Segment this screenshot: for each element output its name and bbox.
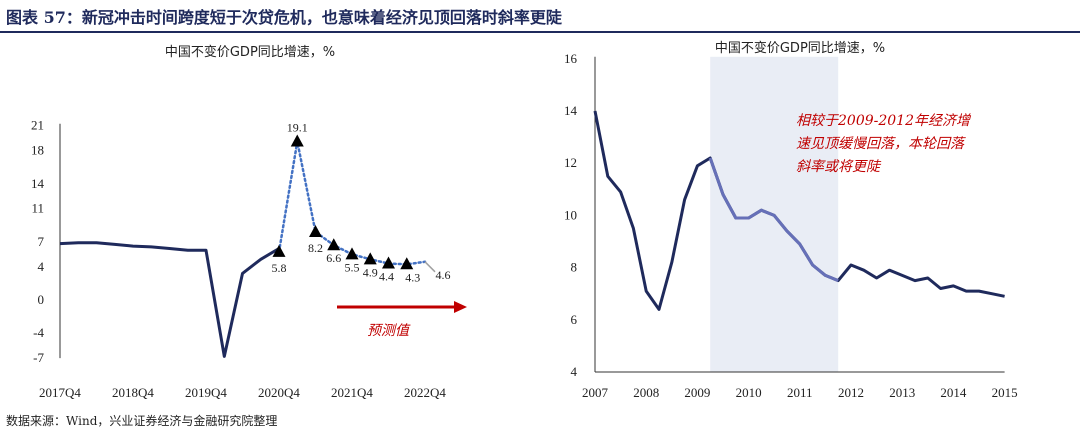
left-y-tick-label: 4 (38, 259, 45, 274)
right-annotation-line: 速见顶缓慢回落，本轮回落 (796, 136, 966, 152)
left-y-tick-label: 0 (38, 292, 45, 307)
left-forecast-data-label: 8.2 (308, 241, 323, 255)
left-x-tick-label: 2018Q4 (112, 385, 154, 400)
right-chart-title: 中国不变价GDP同比增速，% (715, 40, 885, 56)
right-y-tick-label: 14 (564, 103, 578, 118)
left-forecast-point (327, 238, 341, 251)
left-forecast-data-label: 5.8 (272, 261, 287, 275)
left-y-tick-label: 18 (31, 143, 44, 158)
right-x-tick-label: 2010 (736, 385, 762, 400)
right-chart: 中国不变价GDP同比增速，% 16 14 12 10 8 6 4 2007 2008 2009 201… (564, 40, 1018, 400)
left-x-tick-label: 2020Q4 (258, 385, 300, 400)
left-y-tick-label: 11 (31, 201, 44, 216)
right-y-tick-label: 10 (564, 207, 577, 222)
left-forecast-point (363, 252, 377, 265)
right-y-tick-label: 8 (571, 260, 578, 275)
right-gdp-highlight-segment (708, 157, 839, 282)
left-chart: 中国不变价GDP同比增速，% 21 18 14 11 7 4 0 -4 -7 2017Q4 2018Q… (31, 44, 467, 400)
right-y-tick-label: 6 (571, 312, 578, 327)
right-x-tick-label: 2008 (633, 385, 659, 400)
left-forecast-point (382, 256, 395, 269)
left-forecast-data-label: 6.6 (326, 251, 341, 265)
left-x-tick-label: 2021Q4 (331, 385, 373, 400)
left-forecast-data-label: 19.1 (287, 120, 308, 134)
figure-title: 图表 57：新冠冲击时间跨度短于次贷危机，也意味着经济见顶回落时斜率更陡 (6, 8, 562, 27)
forecast-annotation: 预测值 (367, 323, 411, 339)
right-x-tick-label: 2015 (992, 385, 1018, 400)
right-annotation: 相较于2009-2012年经济增速见顶缓慢回落，本轮回落斜率或将更陡 (796, 113, 972, 175)
left-forecast-point (400, 257, 414, 270)
right-annotation-line: 相较于2009-2012年经济增 (796, 113, 972, 129)
left-forecast-data-label: 4.9 (363, 265, 378, 279)
left-y-tick-label: 14 (31, 176, 45, 191)
figure-source: 数据来源：Wind，兴业证券经济与金融研究院整理 (6, 414, 278, 428)
right-x-tick-label: 2013 (889, 385, 915, 400)
left-y-tick-label: -7 (33, 350, 44, 365)
right-y-tick-label: 16 (564, 51, 578, 66)
left-forecast-data-label: 5.5 (345, 260, 360, 274)
left-forecast-tail (424, 261, 436, 273)
left-forecast-point (309, 224, 322, 237)
right-x-tick-label: 2012 (838, 385, 864, 400)
right-x-tick-label: 2007 (582, 385, 609, 400)
right-y-tick-label: 4 (571, 364, 578, 379)
left-chart-title: 中国不变价GDP同比增速，% (165, 44, 335, 60)
right-y-tick-label: 12 (564, 155, 577, 170)
right-x-tick-label: 2011 (787, 385, 813, 400)
left-forecast-point (272, 244, 286, 257)
left-actual-series-line (59, 241, 280, 358)
right-x-tick-label: 2009 (684, 385, 710, 400)
title-rule (0, 31, 1080, 33)
left-forecast-point (345, 247, 359, 260)
left-y-tick-label: -4 (33, 325, 44, 340)
left-x-tick-label: 2017Q4 (39, 385, 81, 400)
left-forecast-point (290, 134, 304, 147)
left-y-tick-label: 21 (31, 118, 44, 133)
left-forecast-series-line (277, 141, 427, 266)
forecast-arrow-head (454, 301, 467, 313)
left-y-tick-label: 7 (38, 234, 45, 249)
left-x-tick-label: 2019Q4 (185, 385, 227, 400)
left-forecast-data-label: 4.3 (405, 270, 420, 284)
left-forecast-data-label: 4.6 (436, 268, 451, 282)
right-annotation-line: 斜率或将更陡 (796, 159, 882, 175)
left-forecast-data-label: 4.4 (379, 269, 394, 283)
right-x-tick-label: 2014 (940, 385, 967, 400)
left-x-tick-label: 2022Q4 (404, 385, 446, 400)
